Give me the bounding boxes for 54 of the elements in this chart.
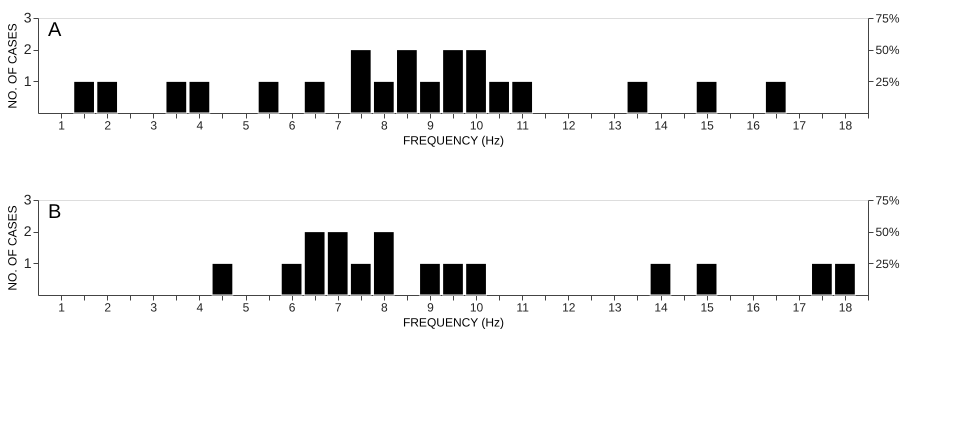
y2-tick-label: 25% bbox=[876, 256, 900, 271]
x-tick-label: 5 bbox=[242, 118, 250, 132]
x-tick-label: 17 bbox=[792, 300, 806, 314]
x-tick-label: 12 bbox=[562, 300, 576, 314]
x-tick-label: 14 bbox=[654, 300, 668, 314]
x-tick-label: 6 bbox=[288, 118, 296, 132]
x-tick-label: 3 bbox=[150, 300, 158, 314]
x-tick-label: 16 bbox=[746, 300, 760, 314]
y2-tick-label: 75% bbox=[876, 194, 900, 208]
x-tick-label: 7 bbox=[334, 300, 342, 314]
y-tick-label: 3 bbox=[24, 10, 32, 26]
x-tick-label: 4 bbox=[196, 300, 204, 314]
x-tick-label: 2 bbox=[104, 300, 112, 314]
x-tick-label: 1 bbox=[58, 118, 66, 132]
x-tick-label: 10 bbox=[470, 118, 484, 132]
y-tick-label: 1 bbox=[24, 254, 32, 271]
y2-tick-label: 50% bbox=[876, 43, 900, 58]
y-tick-label: 2 bbox=[24, 223, 32, 240]
x-tick-label: 8 bbox=[380, 118, 388, 132]
x-tick-label: 18 bbox=[838, 118, 852, 132]
x-tick-label: 12 bbox=[562, 118, 576, 132]
x-tick-label: 8 bbox=[380, 300, 388, 314]
x-tick-label: 13 bbox=[608, 118, 622, 132]
y2-tick-label: 75% bbox=[876, 12, 900, 26]
x-tick-label: 10 bbox=[470, 300, 484, 314]
y-axis-title: NO. OF CASES bbox=[6, 205, 20, 291]
x-tick-label: 2 bbox=[104, 118, 112, 132]
x-tick-label: 15 bbox=[700, 118, 714, 132]
y2-tick-label: 50% bbox=[876, 225, 900, 240]
x-tick-label: 13 bbox=[608, 300, 622, 314]
x-tick-label: 5 bbox=[242, 300, 250, 314]
x-tick-label: 11 bbox=[516, 118, 530, 132]
x-tick-label: 16 bbox=[746, 118, 760, 132]
y-axis-title: NO. OF CASES bbox=[6, 23, 20, 109]
x-tick-label: 9 bbox=[427, 300, 434, 314]
x-axis-title: FREQUENCY (Hz) bbox=[402, 134, 504, 148]
x-axis-title: FREQUENCY (Hz) bbox=[402, 316, 504, 330]
x-tick-label: 11 bbox=[516, 300, 530, 314]
annotation: B bbox=[48, 201, 62, 223]
x-tick-label: 9 bbox=[427, 118, 434, 132]
x-tick-label: 17 bbox=[792, 118, 806, 132]
x-tick-label: 3 bbox=[150, 118, 158, 132]
x-tick-label: 18 bbox=[838, 300, 852, 314]
annotation: A bbox=[48, 19, 62, 41]
y-tick-label: 3 bbox=[24, 192, 32, 208]
x-tick-label: 15 bbox=[700, 300, 714, 314]
y2-tick-label: 25% bbox=[876, 74, 900, 89]
x-tick-label: 1 bbox=[58, 300, 66, 314]
x-tick-label: 4 bbox=[196, 118, 204, 132]
y-tick-label: 2 bbox=[24, 41, 32, 58]
x-tick-label: 7 bbox=[334, 118, 342, 132]
y-tick-label: 1 bbox=[24, 72, 32, 89]
x-tick-label: 6 bbox=[288, 300, 296, 314]
x-tick-label: 14 bbox=[654, 118, 668, 132]
